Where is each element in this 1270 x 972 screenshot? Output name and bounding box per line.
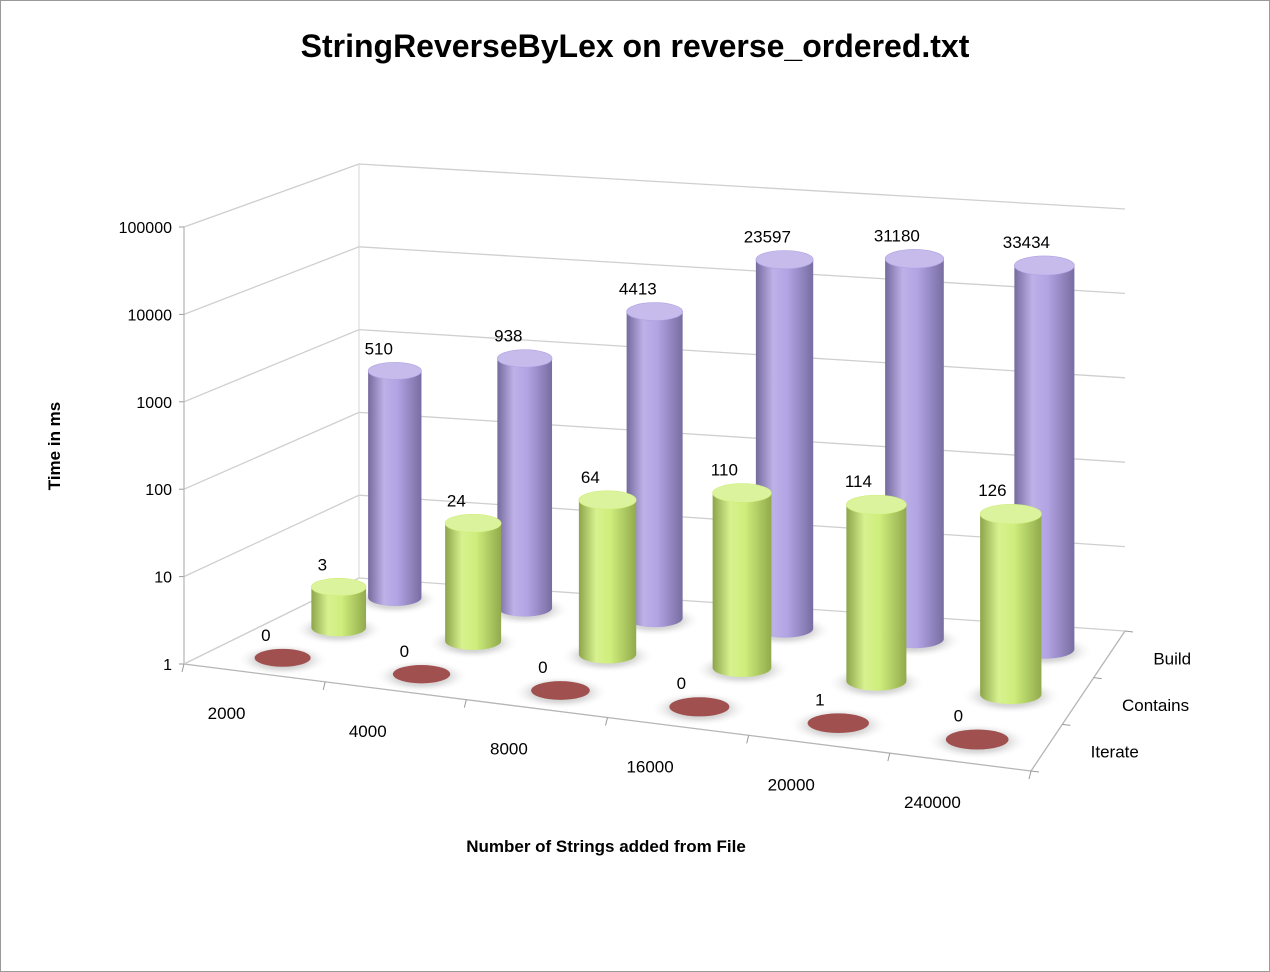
x-tick-label: 2000 (208, 704, 246, 723)
x-tick (181, 663, 185, 673)
data-label: 0 (400, 642, 409, 661)
data-label: 64 (581, 468, 600, 487)
x-tick (322, 681, 326, 690)
series-label: Iterate (1091, 743, 1139, 762)
data-label: 126 (978, 481, 1006, 500)
data-label: 0 (677, 674, 686, 693)
y-tick-label: 10000 (128, 307, 173, 324)
x-axis-title: Number of Strings added from File (466, 837, 746, 856)
data-label: 938 (494, 327, 522, 346)
bar-cap (626, 302, 683, 321)
data-label: 3 (318, 555, 327, 574)
bar-cap (884, 249, 945, 269)
bar (712, 492, 772, 678)
bar (807, 713, 869, 733)
bar-cap (755, 250, 814, 270)
y-tick-label: 1000 (136, 395, 172, 412)
data-label: 1 (815, 690, 824, 709)
x-tick-label: 240000 (904, 793, 961, 812)
chart-title: StringReverseByLex on reverse_ordered.tx… (301, 28, 970, 64)
y-axis-title: Time in ms (45, 402, 64, 491)
data-label: 110 (711, 461, 738, 480)
bar (846, 504, 907, 691)
bar-cap (367, 362, 422, 380)
x-tick (463, 699, 467, 708)
bar-cap (578, 490, 637, 510)
depth-tick (1124, 630, 1134, 633)
x-tick-label: 8000 (490, 740, 528, 759)
bar (578, 500, 637, 664)
data-label: 31180 (874, 226, 920, 245)
data-label: 24 (447, 491, 466, 510)
bar (980, 514, 1042, 705)
x-tick (887, 753, 891, 762)
data-label: 510 (365, 339, 393, 358)
bar (626, 311, 683, 628)
bar (945, 729, 1009, 750)
bar-cap (1014, 255, 1075, 276)
bar-cap (311, 577, 367, 597)
data-label: 33434 (1003, 233, 1050, 252)
bar (445, 523, 502, 650)
bar (392, 664, 451, 684)
bar (311, 587, 367, 637)
y-tick-label: 1 (163, 657, 172, 674)
data-label: 23597 (744, 228, 791, 247)
y-tick-label: 10 (154, 570, 172, 587)
data-label: 0 (261, 626, 270, 645)
bar-cap (712, 483, 772, 503)
depth-tick (1030, 770, 1040, 773)
x-tick-label: 16000 (626, 757, 673, 776)
bar (368, 370, 422, 607)
data-label: 0 (954, 706, 963, 725)
data-label: 4413 (619, 280, 657, 299)
bar (497, 358, 553, 617)
data-label: 114 (845, 472, 872, 491)
bar-cap (444, 514, 502, 533)
series-label: Contains (1122, 696, 1189, 715)
x-tick (1028, 770, 1032, 780)
bar-cap (979, 503, 1042, 525)
bar (531, 681, 590, 700)
bar (669, 697, 730, 717)
depth-axis-line (1030, 630, 1126, 772)
bar-cap (846, 494, 907, 515)
chart-bars (236, 249, 1094, 760)
y-tick-label: 100 (145, 482, 172, 499)
chart-axes: 1101001000100001000002000400080001600020… (119, 220, 1192, 812)
x-tick-label: 4000 (349, 722, 387, 741)
gridline (183, 163, 1126, 228)
bar-cap (497, 349, 553, 368)
data-label: 0 (538, 658, 547, 677)
depth-tick (1093, 677, 1102, 680)
depth-tick (1062, 723, 1071, 726)
x-tick-label: 20000 (768, 775, 815, 794)
series-label: Build (1153, 649, 1191, 668)
x-tick (746, 735, 750, 744)
chart-labels: 510 938 4413 23597 31180 33434 3 24 64 110 114 126 0… (261, 226, 1050, 725)
x-tick (605, 717, 608, 726)
y-tick-label: 100000 (119, 220, 172, 237)
bar (254, 648, 311, 667)
